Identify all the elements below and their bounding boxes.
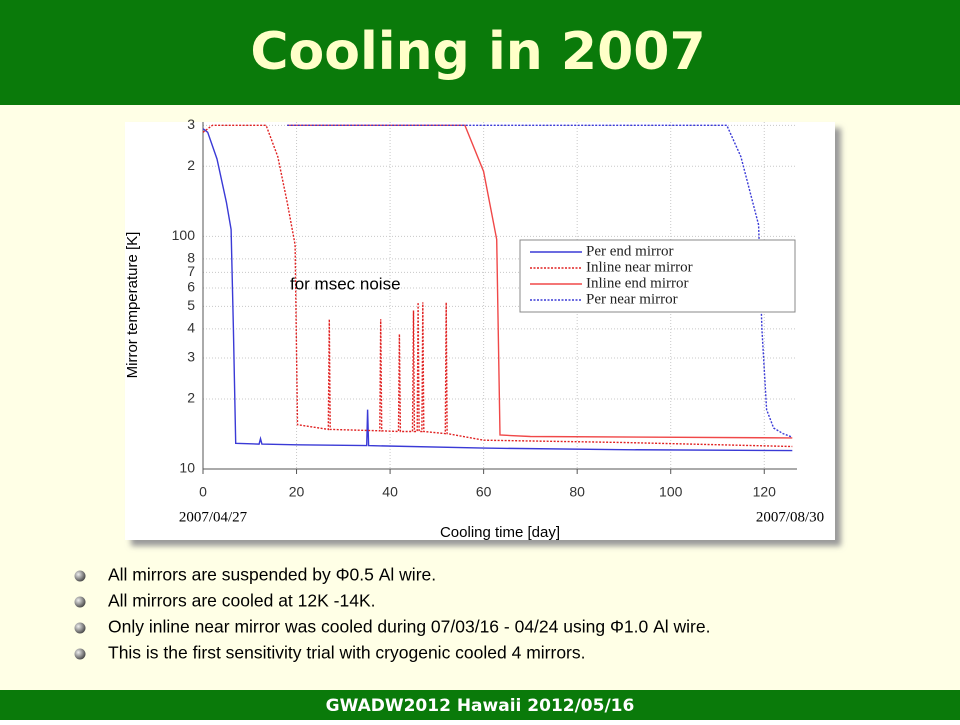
bullet-list: All mirrors are suspended by Φ0.5 Al wir… xyxy=(74,565,710,663)
series-line xyxy=(287,124,793,438)
y-tick-label: 3 xyxy=(187,116,195,132)
series-line xyxy=(202,124,793,448)
plot: 10 2 3 4 5 678 100 2 3 0 20 40 60 80 100 120 Per end mir… xyxy=(124,116,824,541)
series-line xyxy=(287,124,793,439)
legend-label: Inline end mirror xyxy=(586,275,688,291)
footer-band xyxy=(0,690,960,720)
x-tick-label: 80 xyxy=(569,484,585,500)
legend-label: Per near mirror xyxy=(586,291,678,307)
x-tick-label: 60 xyxy=(476,484,492,500)
chart-panel xyxy=(125,122,835,540)
x-tick-label: 100 xyxy=(659,484,683,500)
bullet-text: This is the first sensitivity trial with… xyxy=(108,643,586,663)
bullet-icon xyxy=(74,648,86,660)
slide-title: Cooling in 2007 xyxy=(250,22,705,82)
x-tick-label: 120 xyxy=(753,484,777,500)
y-tick-label: 7 xyxy=(187,263,195,279)
y-tick-label: 100 xyxy=(172,227,196,243)
bullet-text: All mirrors are cooled at 12K -14K. xyxy=(108,591,375,611)
bullet-icon xyxy=(74,570,86,582)
annotation: 2007/04/27 xyxy=(179,509,248,525)
legend-label: Inline near mirror xyxy=(586,259,693,275)
annotation: 2007/08/30 xyxy=(756,509,824,525)
x-axis-label: Cooling time [day] xyxy=(440,524,560,541)
y-tick-label: 8 xyxy=(187,250,195,266)
y-tick-label: 2 xyxy=(187,157,195,173)
y-tick-label: 6 xyxy=(187,279,195,295)
bullet-text: All mirrors are suspended by Φ0.5 Al wir… xyxy=(108,565,436,585)
x-tick-label: 40 xyxy=(382,484,398,500)
y-tick-label: 4 xyxy=(187,320,195,336)
x-tick-label: 20 xyxy=(289,484,305,500)
footer: GWADW2012 Hawaii 2012/05/16 xyxy=(326,696,635,716)
bullet-icon xyxy=(74,596,86,608)
header-band xyxy=(0,0,960,105)
bullet-text: Only inline near mirror was cooled durin… xyxy=(108,617,710,637)
y-axis-label: Mirror temperature [K] xyxy=(124,232,141,379)
annotation: for msec noise xyxy=(290,274,401,293)
series-line xyxy=(202,128,793,452)
y-tick-label: 2 xyxy=(187,390,195,406)
y-tick-label: 10 xyxy=(179,460,195,476)
y-tick-label: 5 xyxy=(187,297,195,313)
legend-label: Per end mirror xyxy=(586,243,673,259)
y-tick-label: 3 xyxy=(187,349,195,365)
x-tick-label: 0 xyxy=(199,484,207,500)
bullet-icon xyxy=(74,622,86,634)
